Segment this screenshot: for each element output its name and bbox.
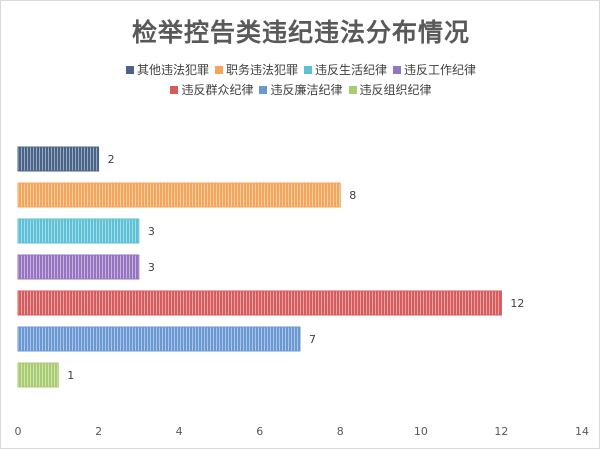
legend-label: 违反廉洁纪律 [270,83,343,97]
legend-item: 违反工作纪律 [393,61,476,78]
data-label: 7 [309,333,316,346]
x-tick-label: 4 [176,425,183,438]
legend-item: 违反组织纪律 [348,81,432,98]
x-tick-label: 8 [337,425,344,438]
legend-row-2: 违反群众纪律 违反廉洁纪律 违反组织纪律 [1,81,600,98]
data-label: 1 [67,369,74,382]
legend-swatch [348,86,357,94]
bar [17,290,502,316]
x-tick-label: 12 [494,425,508,438]
chart-title: 检举控告类违纪违法分布情况 [131,18,470,47]
bar [17,362,59,388]
bar [17,146,100,172]
legend-label: 违反工作纪律 [404,63,477,77]
legend-label: 其他违法犯罪 [136,63,209,77]
bar [17,182,341,208]
bar [17,218,140,244]
legend-swatch [393,66,402,74]
legend-label: 违反生活纪律 [315,63,388,77]
legend-row-1: 其他违法犯罪 职务违法犯罪 违反生活纪律 违反工作纪律 [1,61,600,78]
data-label: 12 [510,297,524,310]
data-label: 3 [148,225,155,238]
legend-item: 违反群众纪律 [170,81,253,98]
bar [17,326,301,352]
legend-item: 违反廉洁纪律 [259,81,343,98]
legend-swatch [125,66,134,74]
x-tick-label: 0 [15,425,22,438]
bar [17,254,140,280]
x-tick-label: 14 [575,425,589,438]
legend-swatch [170,86,179,94]
legend-label: 职务违法犯罪 [225,63,298,77]
data-label: 8 [349,189,356,202]
data-label: 3 [148,261,155,274]
legend-label: 违反群众纪律 [181,83,254,97]
legend-item: 违反生活纪律 [304,61,387,78]
legend-item: 职务违法犯罪 [214,61,298,78]
x-tick-label: 2 [95,425,102,438]
legend-swatch [304,66,312,74]
legend-label: 违反组织纪律 [359,83,432,97]
data-label: 2 [108,153,115,166]
legend-swatch [259,86,268,94]
x-tick-label: 6 [256,425,263,438]
legend-swatch [214,66,223,74]
x-tick-label: 10 [414,425,428,438]
legend-item: 其他违法犯罪 [125,61,209,78]
